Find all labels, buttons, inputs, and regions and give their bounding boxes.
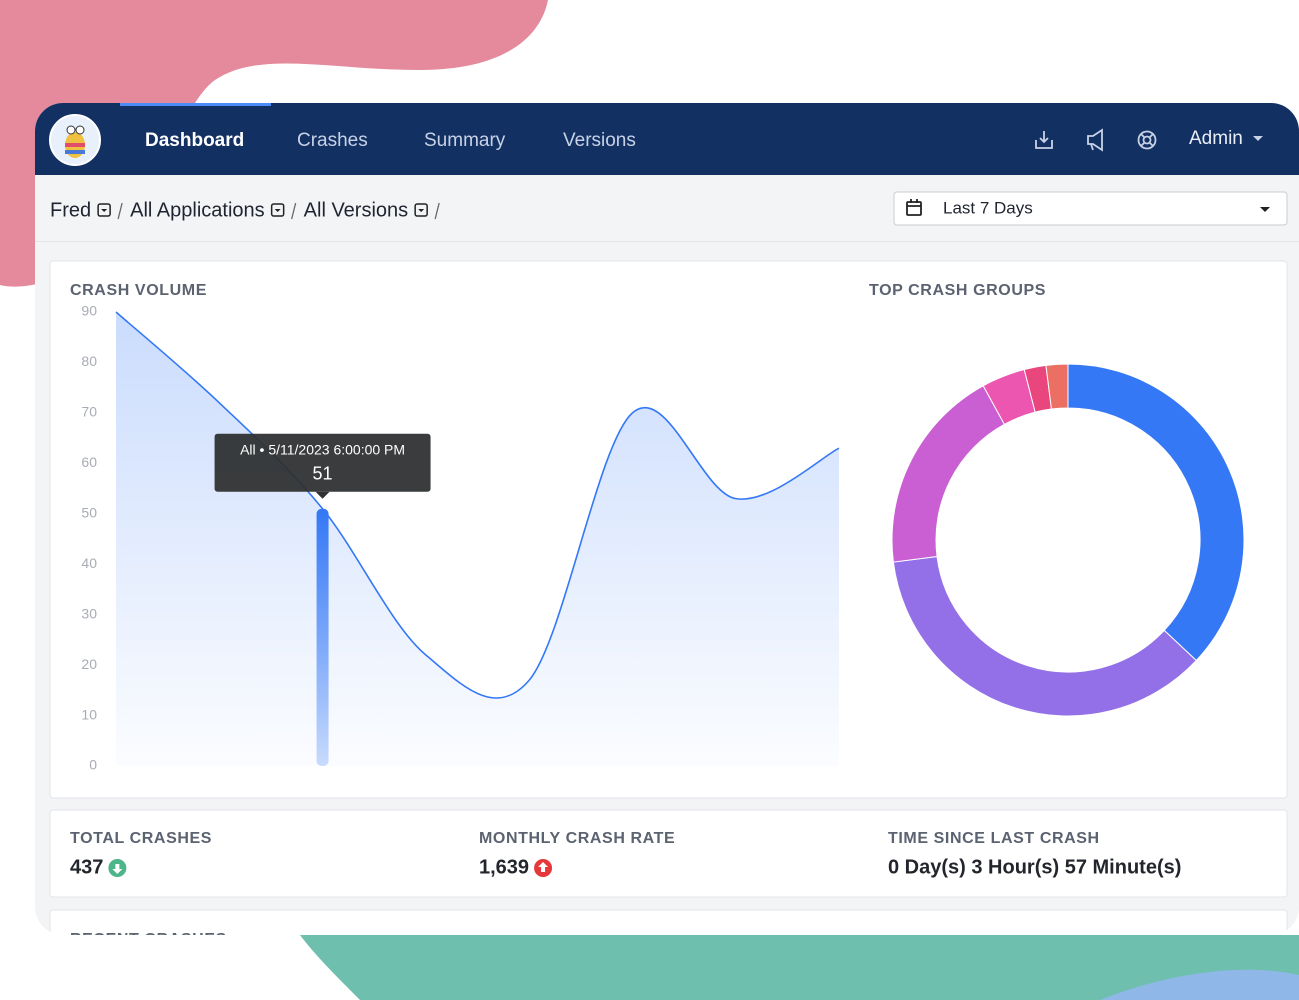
bg-blob (0, 0, 548, 287)
section-title: RECENT CRASHES (70, 931, 227, 948)
caret (1260, 207, 1270, 212)
dropdown-icon (97, 203, 111, 217)
y-tick-label: 20 (81, 656, 97, 672)
y-tick-label: 10 (81, 706, 97, 722)
breadcrumb[interactable]: All Versions (304, 199, 409, 221)
stat-value: 1,639 (479, 856, 529, 878)
date-range-label: Last 7 Days (943, 198, 1033, 217)
y-tick-label: 90 (81, 303, 97, 319)
stat-value: 0 Day(s) 3 Hour(s) 57 Minute(s) (888, 856, 1181, 878)
nav-item[interactable]: Versions (563, 130, 636, 151)
logo (49, 114, 101, 166)
bg-blob (1100, 969, 1299, 1000)
stat-label: MONTHLY CRASH RATE (479, 830, 675, 847)
donut-segment[interactable] (892, 555, 1198, 717)
chart-title: CRASH VOLUME (70, 282, 207, 299)
announce-icon[interactable] (1087, 128, 1103, 152)
stats-card (49, 809, 1288, 898)
active-indicator (120, 103, 271, 106)
user-menu[interactable]: Admin (1189, 128, 1243, 149)
separator (291, 202, 297, 220)
dropdown-icon (270, 203, 285, 217)
area (116, 312, 839, 766)
trend-arrow (112, 864, 123, 874)
divider (35, 241, 1299, 242)
nav-icons (1035, 128, 1157, 152)
stat-label: TIME SINCE LAST CRASH (888, 830, 1100, 847)
separator (117, 202, 123, 220)
y-tick-label: 40 (81, 555, 97, 571)
dropdown-caret (274, 209, 281, 212)
date-range[interactable] (893, 191, 1288, 226)
nav-item[interactable]: Crashes (297, 130, 368, 151)
donut-segment[interactable] (1045, 363, 1069, 410)
y-tick-label: 60 (81, 454, 97, 470)
nav-item[interactable]: Summary (424, 130, 506, 151)
chart-title: TOP CRASH GROUPS (869, 282, 1046, 299)
tooltip-arrow (315, 491, 330, 499)
stat-label: TOTAL CRASHES (70, 830, 212, 847)
y-tick-label: 50 (81, 504, 97, 520)
nav-item[interactable]: Dashboard (145, 130, 244, 151)
tooltip (214, 433, 431, 492)
donut-segment[interactable] (1067, 363, 1245, 662)
y-tick-label: 80 (81, 353, 97, 369)
y-tick-label: 0 (89, 757, 97, 773)
separator (434, 202, 440, 220)
breadcrumb[interactable]: Fred (50, 199, 91, 221)
trend-arrow (538, 862, 549, 872)
stat-value: 437 (70, 856, 103, 878)
download-icon[interactable] (1035, 131, 1053, 149)
tooltip-value: 51 (313, 463, 333, 483)
dropdown-icon (414, 203, 428, 217)
breadcrumb[interactable]: All Applications (130, 199, 265, 221)
calendar-icon (906, 199, 922, 216)
hover-bar (316, 508, 329, 766)
recent-card (49, 909, 1288, 935)
tooltip-label: All • 5/11/2023 6:00:00 PM (240, 441, 405, 457)
y-tick-label: 70 (81, 404, 97, 420)
help-icon[interactable] (1137, 130, 1157, 150)
caret (1253, 136, 1263, 141)
bg-blob (300, 935, 1299, 1000)
line (115, 311, 840, 699)
y-tick-label: 30 (81, 605, 97, 621)
dropdown-caret (101, 209, 108, 212)
dropdown-caret (418, 209, 425, 212)
